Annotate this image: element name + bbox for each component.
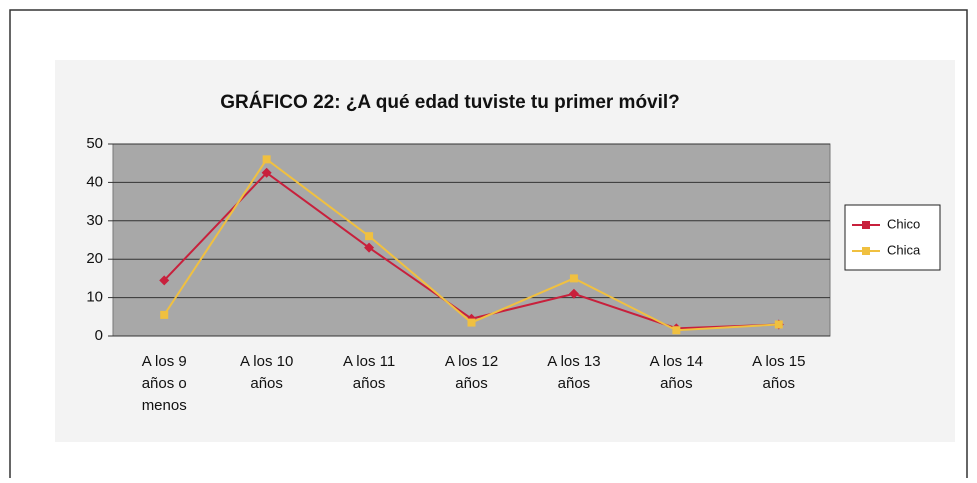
y-tick-label: 50	[86, 135, 103, 152]
y-tick-label: 20	[86, 250, 103, 267]
y-tick-label: 10	[86, 289, 103, 306]
series-marker	[672, 326, 681, 335]
series-marker	[262, 155, 271, 164]
x-tick-label: A los 15 años	[752, 353, 805, 392]
y-tick-label: 30	[86, 212, 103, 229]
legend-marker	[862, 221, 870, 229]
series-marker	[364, 242, 375, 253]
legend-marker	[862, 247, 870, 255]
legend-label: Chico	[887, 216, 920, 231]
legend	[844, 204, 941, 271]
plot-area	[112, 143, 831, 337]
series-marker	[569, 274, 578, 283]
y-tick-label: 40	[86, 173, 103, 190]
legend-label: Chica	[887, 242, 921, 257]
x-tick-label: A los 12 años	[445, 353, 498, 392]
x-tick-label: A los 10 años	[240, 353, 293, 392]
series-marker	[160, 310, 169, 319]
x-tick-label: A los 9 años o menos	[142, 353, 187, 414]
x-tick-label: A los 11 años	[343, 353, 395, 392]
x-tick-label: A los 13 años	[547, 353, 600, 392]
series-marker	[774, 320, 783, 329]
x-tick-label: A los 14 años	[650, 353, 703, 392]
series-marker	[159, 275, 170, 286]
frame	[9, 9, 968, 478]
series-marker	[467, 318, 476, 327]
chart-title: GRÁFICO 22: ¿A qué edad tuviste tu prime…	[220, 91, 680, 113]
y-tick-label: 0	[95, 327, 103, 344]
series-marker	[261, 167, 272, 178]
series-marker	[568, 288, 579, 299]
series-marker	[365, 232, 374, 241]
